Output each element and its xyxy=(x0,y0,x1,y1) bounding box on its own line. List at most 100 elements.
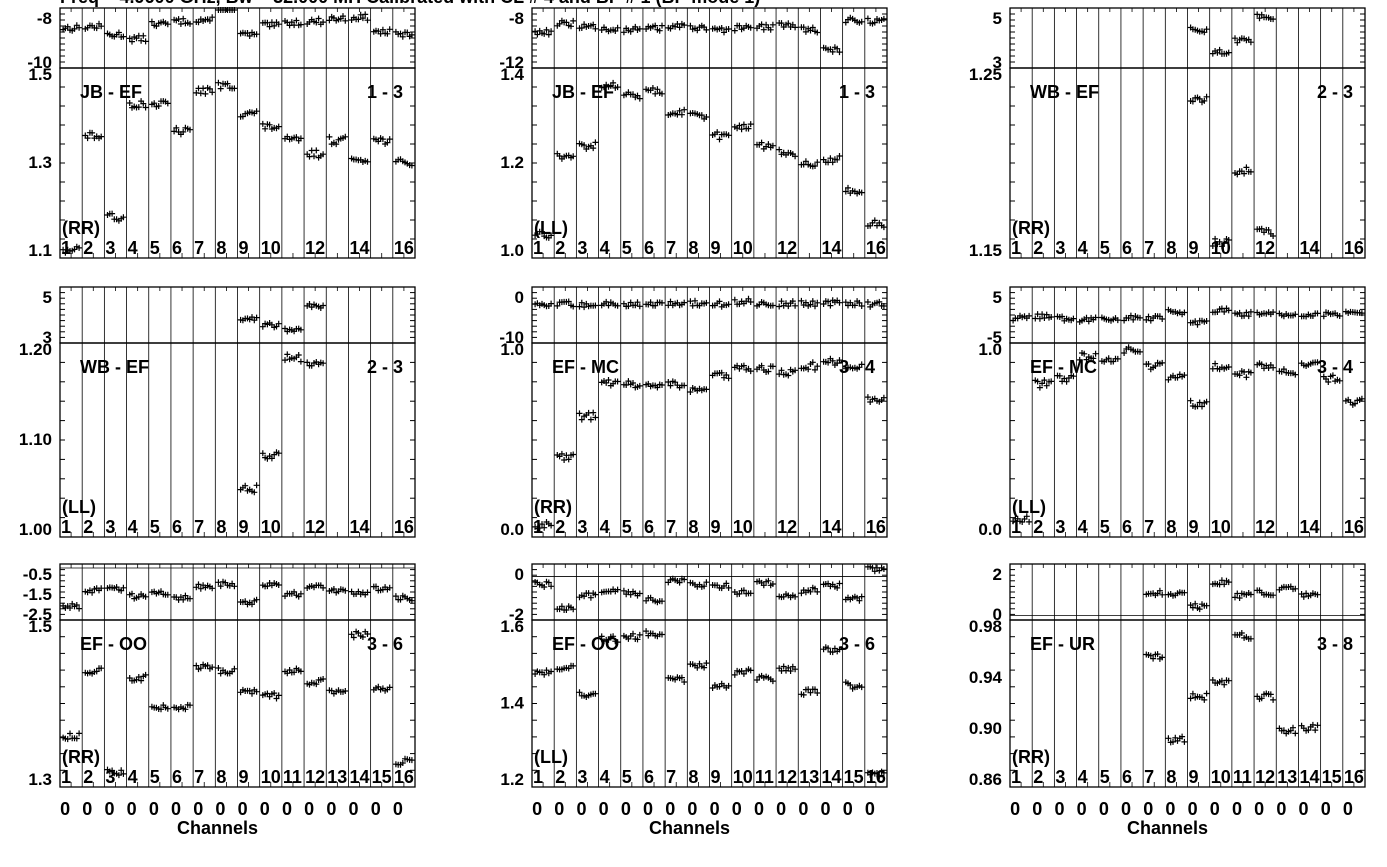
polarization-label: (RR) xyxy=(62,747,100,767)
phase-point xyxy=(776,303,783,310)
channel-number-label: 10 xyxy=(261,517,281,537)
amplitude-point xyxy=(120,770,127,777)
x-tick-label: 0 xyxy=(1232,799,1242,819)
channel-number-label: 7 xyxy=(1144,767,1154,787)
amplitude-point xyxy=(829,649,836,656)
baseline-label: WB - EF xyxy=(1030,82,1099,102)
phase-point xyxy=(364,17,371,24)
amplitude-point xyxy=(120,214,127,221)
channel-number-label: 1 xyxy=(1011,238,1021,258)
channel-number-label: 9 xyxy=(239,517,249,537)
phase-point xyxy=(195,581,202,588)
amplitude-point xyxy=(876,773,883,780)
x-tick-label: 0 xyxy=(171,799,181,819)
phase-point xyxy=(858,18,865,25)
channel-number-label: 3 xyxy=(105,238,115,258)
phase-point xyxy=(636,25,643,32)
phase-point xyxy=(342,17,349,24)
amplitude-point xyxy=(723,372,730,378)
amplitude-point xyxy=(754,677,760,683)
channel-number-label: 5 xyxy=(150,238,160,258)
phase-point xyxy=(386,584,393,591)
phase-point xyxy=(89,589,96,596)
phase-point xyxy=(736,22,743,29)
channel-number-label: 2 xyxy=(1033,767,1043,787)
amplitude-point xyxy=(1216,238,1223,245)
phase-point xyxy=(1221,581,1228,588)
phase-point xyxy=(792,302,799,309)
baseline-id: 3 - 4 xyxy=(1317,357,1353,377)
amplitude-point xyxy=(98,133,105,140)
amplitude-point xyxy=(202,90,209,97)
amplitude-point xyxy=(275,692,282,699)
baseline-label: EF - MC xyxy=(1030,357,1097,377)
phase-point xyxy=(556,20,563,27)
phase-point xyxy=(703,299,710,306)
phase-point xyxy=(620,29,627,36)
phase-point xyxy=(798,590,805,597)
polarization-label: (RR) xyxy=(1012,218,1050,238)
phase-point xyxy=(541,584,548,590)
phase-point xyxy=(836,49,843,56)
x-tick-label: 0 xyxy=(371,799,381,819)
phase-tick-label: 0 xyxy=(515,288,524,307)
phase-point xyxy=(659,299,665,306)
amplitude-point xyxy=(399,760,406,766)
channel-number-label: 8 xyxy=(216,517,226,537)
phase-point xyxy=(275,582,282,588)
phase-point xyxy=(1143,316,1150,323)
phase-point xyxy=(1026,312,1033,319)
phase-point xyxy=(825,298,832,305)
phase-point xyxy=(1194,321,1201,328)
amplitude-point xyxy=(731,671,738,678)
phase-point xyxy=(408,597,415,604)
amplitude-point xyxy=(342,688,349,694)
amplitude-point xyxy=(135,104,142,111)
phase-point xyxy=(126,35,133,42)
phase-point xyxy=(120,33,127,40)
amplitude-point xyxy=(747,121,754,128)
channel-number-label: 14 xyxy=(1299,767,1319,787)
amplitude-point xyxy=(297,135,304,142)
phase-point xyxy=(792,593,799,600)
amplitude-point xyxy=(614,639,621,646)
phase-point xyxy=(856,597,863,604)
amplitude-point xyxy=(320,151,327,158)
phase-tick-label: -5 xyxy=(987,328,1002,347)
x-tick-label: 0 xyxy=(532,799,542,819)
phase-point xyxy=(1216,46,1223,53)
amplitude-point xyxy=(326,133,333,140)
x-tick-label: 0 xyxy=(1276,799,1286,819)
phase-point xyxy=(880,15,887,22)
polarization-label: (RR) xyxy=(534,497,572,517)
amplitude-tick-label: 1.2 xyxy=(500,153,524,172)
channel-number-label: 16 xyxy=(394,517,414,537)
phase-point xyxy=(1270,16,1277,23)
channel-number-label: 5 xyxy=(1100,517,1110,537)
x-tick-label: 0 xyxy=(1010,799,1020,819)
channel-number-label: 4 xyxy=(600,517,610,537)
phase-point xyxy=(320,302,327,309)
phase-point xyxy=(1036,315,1043,322)
amplitude-point xyxy=(769,363,776,370)
amplitude-point xyxy=(814,363,821,370)
channel-number-label: 16 xyxy=(394,767,414,787)
polarization-label: (LL) xyxy=(534,747,568,767)
phase-point xyxy=(789,298,796,305)
phase-point xyxy=(271,22,278,29)
amplitude-point xyxy=(140,100,147,107)
amplitude-point xyxy=(1179,733,1186,740)
phase-point xyxy=(769,302,776,309)
amplitude-point xyxy=(681,382,688,389)
amplitude-point xyxy=(1267,691,1274,698)
x-axis-label: Channels xyxy=(1127,818,1208,838)
phase-point xyxy=(769,581,776,587)
channel-number-label: 10 xyxy=(1211,238,1231,258)
amplitude-point xyxy=(654,86,661,93)
amplitude-point xyxy=(291,669,298,676)
amplitude-point xyxy=(89,129,96,136)
phase-point xyxy=(164,591,171,598)
amplitude-tick-label: 1.5 xyxy=(28,65,52,84)
amplitude-point xyxy=(858,684,865,691)
amplitude-point xyxy=(1150,655,1157,662)
